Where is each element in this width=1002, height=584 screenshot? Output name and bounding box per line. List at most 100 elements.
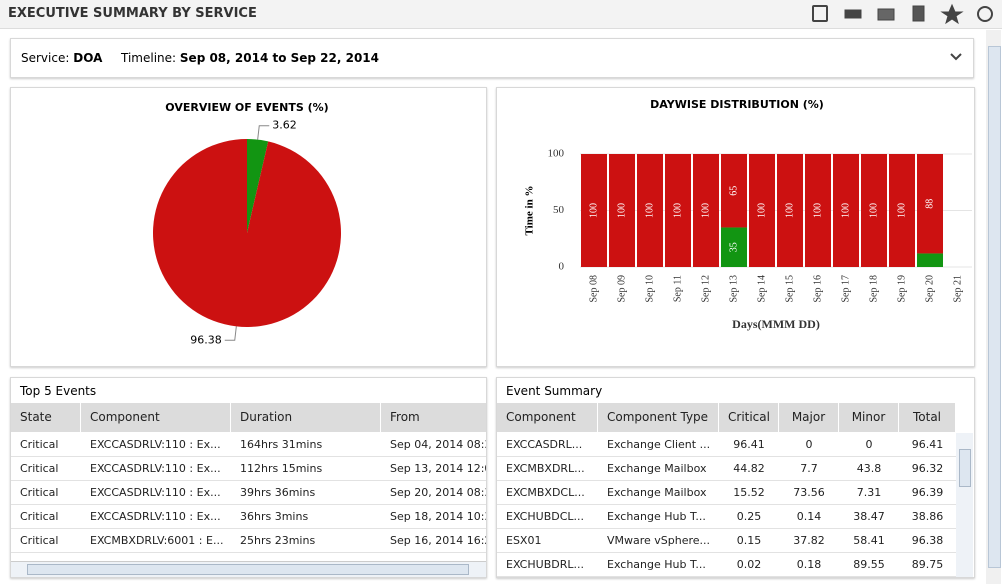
- data-label: 100: [700, 203, 711, 218]
- row-divider: [11, 456, 486, 457]
- scroll-thumb[interactable]: [988, 46, 1001, 568]
- bar-segment: [721, 154, 747, 228]
- table-cell: 96.32: [911, 462, 944, 475]
- event-summary-panel: Event Summary Component Component Type Cri…: [496, 377, 975, 578]
- bar-segment: [805, 154, 831, 267]
- y-tick-label: 0: [559, 261, 565, 273]
- bar-segment: [581, 154, 607, 267]
- x-tick-label: Sep 21: [952, 275, 963, 303]
- panel-title: Top 5 Events: [20, 384, 97, 398]
- bar-segment: [609, 154, 635, 267]
- table-cell: 7.7: [800, 462, 818, 475]
- document-icon[interactable]: [912, 5, 925, 22]
- table-cell: EXCCASDRLV:110 : Ex...: [90, 462, 221, 475]
- table-cell: 164hrs 31mins: [240, 438, 323, 451]
- page-scrollbar[interactable]: [986, 30, 1001, 584]
- filter-bar: Service: DOA Timeline: Sep 08, 2014 to S…: [10, 38, 974, 78]
- column-header: From: [381, 403, 486, 432]
- h-scrollbar[interactable]: [11, 561, 486, 577]
- table-cell: 39hrs 36mins: [240, 486, 316, 499]
- leader-line: [224, 326, 237, 341]
- x-tick-label: Sep 20: [924, 275, 935, 303]
- column-header: Duration: [231, 403, 381, 432]
- row-divider: [497, 552, 956, 553]
- table-cell: 96.38: [911, 534, 944, 547]
- timeline-value: Sep 08, 2014 to Sep 22, 2014: [179, 51, 380, 65]
- row-divider: [11, 552, 486, 553]
- y-axis-label: Time in %: [524, 186, 536, 236]
- leader-line: [257, 125, 270, 140]
- column-header: Component Type: [598, 403, 719, 432]
- bar-segment: [833, 154, 859, 267]
- column-header: Component: [497, 403, 598, 432]
- header-bar: EXECUTIVE SUMMARY BY SERVICE: [0, 0, 1002, 29]
- data-label: 100: [672, 203, 683, 218]
- x-tick-label: Sep 15: [784, 275, 795, 303]
- scroll-thumb[interactable]: [959, 449, 971, 487]
- table-cell: 89.55: [853, 558, 885, 571]
- table-cell: 0: [805, 438, 813, 451]
- data-label: 100: [784, 203, 795, 218]
- table-cell: EXCMBXDRL...: [506, 462, 585, 475]
- x-tick-label: Sep 16: [812, 275, 823, 303]
- table-cell: ESX01: [506, 534, 542, 547]
- row-divider: [497, 576, 956, 577]
- bar-segment: [637, 154, 663, 267]
- expand-toggle[interactable]: [949, 52, 963, 62]
- x-tick-label: Sep 12: [700, 275, 711, 303]
- bar-segment: [749, 154, 775, 267]
- table-cell: EXCHUBDCL...: [506, 510, 585, 523]
- table-cell: Critical: [20, 438, 59, 451]
- y-tick-label: 100: [548, 148, 565, 160]
- table-cell: EXCCASDRLV:110 : Ex...: [90, 510, 221, 523]
- bar-segment: [665, 154, 691, 267]
- favorite-icon[interactable]: [940, 3, 964, 25]
- table-cell: 0.18: [796, 558, 822, 571]
- alarm-icon[interactable]: [977, 6, 993, 22]
- table-cell: EXCHUBDRL...: [506, 558, 584, 571]
- table-cell: 0.15: [736, 534, 762, 547]
- table-cell: 25hrs 23mins: [240, 534, 316, 547]
- column-header: Critical: [719, 403, 779, 432]
- email-icon[interactable]: [877, 8, 895, 21]
- bar-segment: [917, 154, 943, 254]
- x-tick-label: Sep 09: [616, 275, 627, 303]
- row-divider: [497, 504, 956, 505]
- chart-title: OVERVIEW OF EVENTS (%): [165, 101, 328, 114]
- data-label: 88: [924, 199, 935, 209]
- bar-segment: [889, 154, 915, 267]
- table-cell: 73.56: [793, 486, 825, 499]
- scroll-thumb[interactable]: [27, 564, 469, 575]
- table-cell: EXCCASDRLV:110 : Ex...: [90, 438, 221, 451]
- table-cell: 96.41: [911, 438, 944, 451]
- table-cell: 7.31: [856, 486, 882, 499]
- table-cell: Sep 04, 2014 08:3: [390, 438, 487, 451]
- bar-segment: [693, 154, 719, 267]
- x-tick-label: Sep 19: [896, 275, 907, 303]
- toolbar: [812, 3, 993, 25]
- page-title: EXECUTIVE SUMMARY BY SERVICE: [8, 6, 257, 21]
- service-value: DOA: [73, 51, 103, 65]
- data-label: 100: [812, 203, 823, 218]
- column-header: Component: [81, 403, 231, 432]
- panel-title: Event Summary: [506, 384, 603, 398]
- print-icon[interactable]: [844, 9, 862, 19]
- table-cell: 96.39: [911, 486, 944, 499]
- table-cell: Sep 16, 2014 16:2: [390, 534, 487, 547]
- table-cell: 89.75: [911, 558, 944, 571]
- row-divider: [11, 504, 486, 505]
- timeline-filter: Timeline: Sep 08, 2014 to Sep 22, 2014: [121, 51, 379, 65]
- save-icon[interactable]: [812, 5, 828, 22]
- table-cell: EXCCASDRL...: [506, 438, 583, 451]
- table-cell: 44.82: [733, 462, 765, 475]
- bar-segment: [861, 154, 887, 267]
- data-label: 35: [728, 242, 739, 252]
- v-scrollbar[interactable]: [956, 433, 973, 577]
- row-divider: [11, 528, 486, 529]
- service-filter: Service: DOA: [21, 51, 102, 65]
- table-cell: Critical: [20, 486, 59, 499]
- column-header: Minor: [839, 403, 899, 432]
- table-cell: Exchange Mailbox: [607, 486, 707, 499]
- data-label: 100: [896, 203, 907, 218]
